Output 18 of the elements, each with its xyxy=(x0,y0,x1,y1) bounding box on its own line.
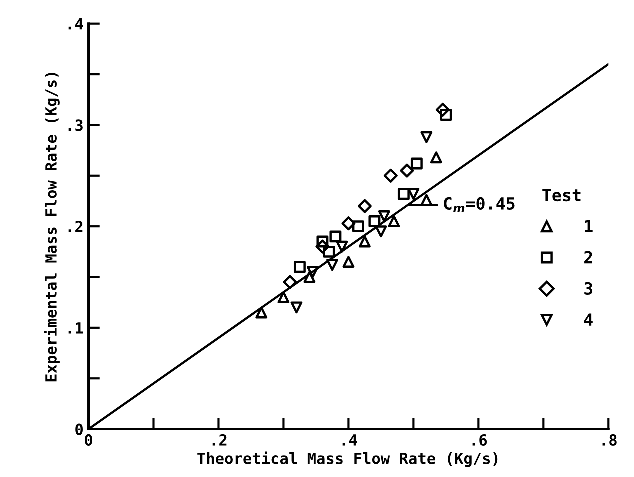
y-axis-title: Experimental Mass Flow Rate (Kg/s) xyxy=(44,73,60,382)
x-tick-label: .6 xyxy=(472,434,488,446)
annotation: C$_{m}$=0.45 xyxy=(444,197,515,212)
y-tick-label: .3 xyxy=(68,120,83,132)
x-tick-label: .8 xyxy=(602,434,617,446)
y-tick-label: .4 xyxy=(68,18,84,30)
x-tick-label: .2 xyxy=(212,434,227,446)
legend-label: 4 xyxy=(584,314,593,326)
y-tick-label: .1 xyxy=(68,322,84,334)
legend-label: 3 xyxy=(584,282,593,295)
x-tick-label: .4 xyxy=(342,434,358,446)
y-tick-label: .2 xyxy=(68,221,83,232)
y-tick-label: 0 xyxy=(76,424,83,436)
legend-label: 1 xyxy=(585,220,593,232)
legend-title: Test xyxy=(542,189,581,202)
legend-label: 2 xyxy=(584,251,592,264)
x-axis-title: Theoretical Mass Flow Rate (Kg/s) xyxy=(198,452,498,468)
x-tick-label: 0 xyxy=(85,434,92,446)
